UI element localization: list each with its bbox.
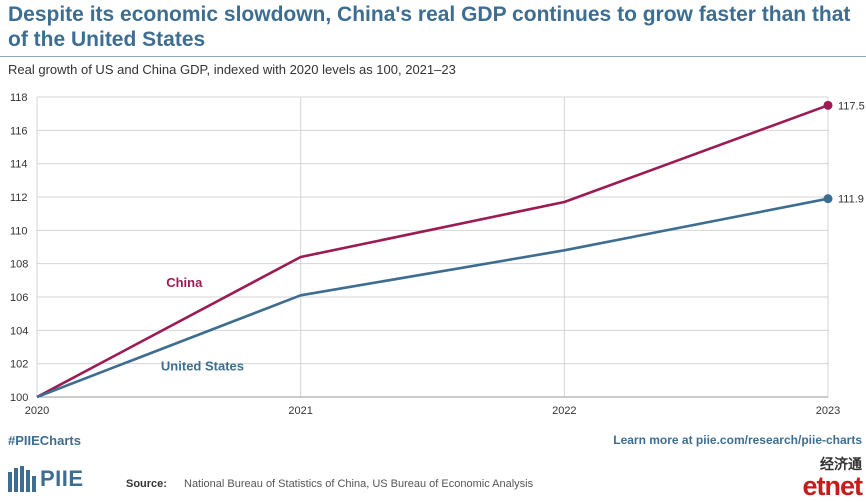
piie-logo: PIIE [8,466,84,492]
x-tick-label: 2020 [25,405,49,417]
chart-subtitle: Real growth of US and China GDP, indexed… [8,62,456,77]
watermark-en: etnet [802,471,863,501]
y-tick-label: 116 [10,125,28,137]
learn-more-link[interactable]: Learn more at piie.com/research/piie-cha… [613,433,862,447]
y-tick-label: 100 [10,392,28,404]
y-tick-label: 118 [10,92,28,104]
china-series-line [36,104,829,399]
y-tick-label: 112 [10,192,28,204]
source-text: National Bureau of Statistics of China, … [184,478,534,490]
united-states-end-marker [823,194,833,204]
source-label: Source: [126,478,167,490]
logo-text: PIIE [40,466,84,491]
watermark-cn: 经济通 [820,456,862,472]
x-tick-label: 2021 [288,405,312,417]
y-tick-label: 106 [10,292,28,304]
x-tick-label: 2023 [816,405,840,417]
etnet-watermark: 经济通 etnet [780,456,863,501]
china-end-marker [823,100,833,110]
united-states-end-label: 111.9 [838,194,864,206]
china-end-label: 117.5 [838,100,865,112]
united-states-series-line [36,197,829,399]
title-divider [0,56,866,57]
chart-title: Despite its economic slowdown, China's r… [8,3,851,51]
x-tick-label: 2022 [552,405,576,417]
y-tick-label: 114 [10,159,28,171]
united-states-series-label: United States [161,358,244,373]
y-tick-label: 104 [10,325,28,337]
y-tick-label: 108 [10,259,28,271]
hashtag-label: #PIIECharts [8,433,81,448]
piie-logo-icon [8,466,36,492]
y-tick-label: 102 [10,359,28,371]
y-tick-label: 110 [10,225,28,237]
china-series-label: China [166,275,203,290]
